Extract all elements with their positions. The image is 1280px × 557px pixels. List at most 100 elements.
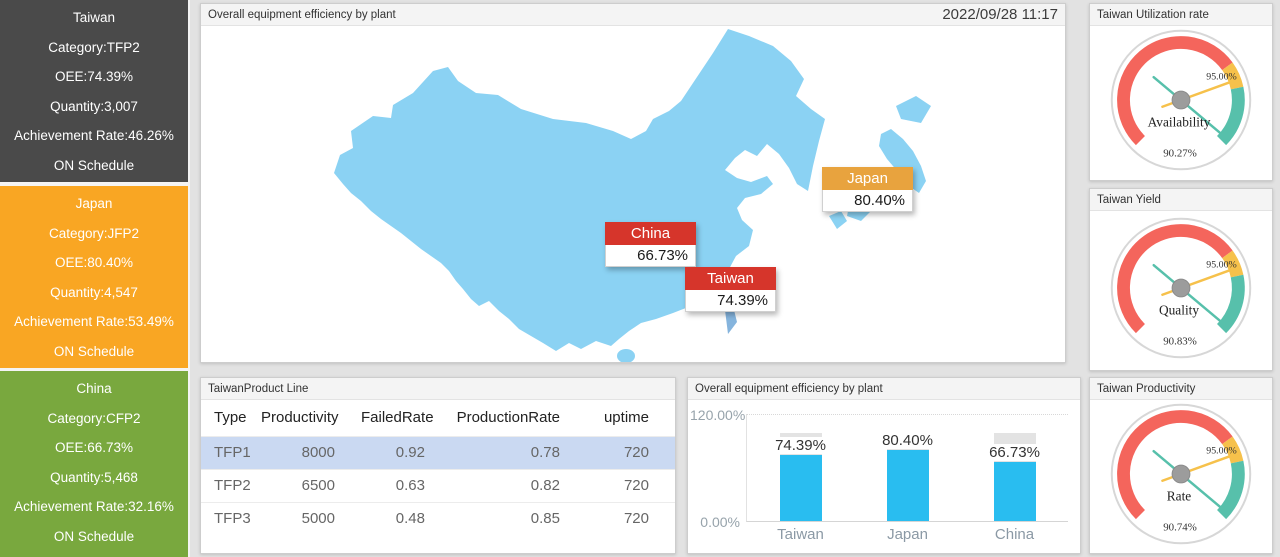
gauge-chart-rate[interactable]: 95.00% Rate 90.74% [1090, 402, 1272, 552]
marker-value: 80.40% [822, 190, 913, 212]
product-table-body: TFP1 8000 0.92 0.78 720 TFP2 6500 0.63 0.82 720 TF… [201, 436, 675, 535]
table-row-tfp2[interactable]: TFP2 6500 0.63 0.82 720 [201, 469, 675, 502]
table-cell: TFP2 [214, 477, 251, 494]
sidebar-stat: OEE:80.40% [54, 255, 134, 270]
gauge-metric-label: Availability [1148, 115, 1211, 130]
japan-honshu-shape[interactable] [879, 129, 926, 193]
sidebar-stat: Japan [75, 196, 113, 211]
sidebar-card-china[interactable]: China Category:CFP2 OEE:66.73% Quantity:5,4… [0, 371, 188, 557]
table-cell: 720 [623, 510, 649, 528]
table-row-tfp1[interactable]: TFP1 8000 0.92 0.78 720 [201, 436, 675, 469]
table-cell: 0.85 [530, 510, 560, 528]
sidebar-stat: Quantity:4,547 [50, 284, 138, 300]
x-axis-label: Taiwan [777, 526, 824, 543]
marker-country-label: Japan [822, 167, 913, 190]
column-header[interactable]: uptime [603, 409, 649, 427]
gauge-value: 90.83% [1163, 335, 1197, 347]
gauge-body: 95.00% Rate 90.74% [1090, 400, 1272, 553]
sidebar-stat: China [76, 381, 112, 396]
table-cell: 8000 [301, 444, 335, 461]
marker-value: 74.39% [685, 290, 776, 312]
column-header[interactable]: ProductionRate [456, 409, 560, 427]
map-body[interactable]: Japan 80.40% China 66.73% Taiwan 74.39% [201, 26, 1065, 362]
gauge-hub [1171, 90, 1191, 110]
product-table: Type Productivity FailedRate ProductionRate… [201, 400, 675, 535]
gauge-zone-yellow [1222, 62, 1244, 90]
x-axis-label: Japan [887, 526, 928, 543]
japan-hokkaido-shape[interactable] [896, 96, 931, 123]
sidebar-stat: Quantity:3,007 [50, 98, 138, 114]
bar-plot: 74.39% Taiwan 80.40% Japan 66.73% China [746, 414, 1068, 543]
gauge-zone-red [1117, 36, 1233, 146]
sidebar: Taiwan Category:TFP2 OEE:74.39% Quantity:3,… [0, 0, 190, 557]
gauge-body: 95.00% Availability 90.27% [1090, 26, 1272, 180]
sidebar-stat: Taiwan [72, 10, 116, 25]
panel-title: Taiwan Yield [1097, 193, 1161, 206]
table-cell: 0.82 [530, 477, 560, 494]
bar-group-taiwan: 74.39% Taiwan [747, 415, 854, 543]
marker-value: 66.73% [605, 245, 696, 267]
bar-chart: 120.00% 0.00% 74.39% Taiwan 80.40% Japan 66.… [688, 400, 1080, 553]
table-cell: 0.48 [395, 510, 425, 528]
gauge-panel-yield: Taiwan Yield 95.00% Quality 90.83% [1089, 188, 1273, 371]
sidebar-stat: ON Schedule [53, 528, 135, 544]
table-cell: 0.63 [395, 477, 425, 494]
asia-map [334, 29, 931, 362]
sidebar-stat: Achievement Rate:46.26% [14, 128, 174, 143]
table-cell: 5000 [301, 510, 335, 528]
y-axis-tick-min: 0.00% [700, 514, 740, 530]
sidebar-card-taiwan[interactable]: Taiwan Category:TFP2 OEE:74.39% Quantity:3,… [0, 0, 188, 182]
map-marker-taiwan[interactable]: Taiwan 74.39% [685, 267, 776, 312]
bar-china[interactable] [993, 462, 1036, 521]
sidebar-stat: Category:CFP2 [47, 410, 141, 426]
gauge-threshold-label: 95.00% [1206, 259, 1236, 270]
y-axis-tick-max: 120.00% [690, 407, 746, 423]
table-panel-header: TaiwanProduct Line [201, 378, 675, 400]
table-cell: TFP1 [214, 444, 251, 461]
column-header[interactable]: Type [214, 409, 247, 427]
sidebar-stat: Achievement Rate:53.49% [14, 314, 174, 329]
gauge-metric-label: Quality [1159, 302, 1199, 317]
oee-bar-panel: Overall equipment efficiency by plant 12… [687, 377, 1081, 554]
column-header[interactable]: FailedRate [361, 409, 434, 427]
sidebar-stat: ON Schedule [53, 157, 135, 173]
map-panel: Overall equipment efficiency by plant 20… [200, 3, 1066, 363]
gauge-threshold-label: 95.00% [1206, 445, 1236, 456]
gauge-zone-yellow [1222, 436, 1244, 464]
sidebar-stat: OEE:66.73% [54, 440, 134, 455]
table-cell: 0.92 [395, 444, 425, 461]
taiwan-island-shape[interactable] [725, 306, 737, 334]
gauge-hub [1171, 464, 1191, 483]
bar-japan[interactable] [886, 449, 929, 521]
sidebar-stat: OEE:74.39% [54, 69, 134, 84]
gauge-panel-header: Taiwan Utilization rate [1090, 4, 1272, 26]
panel-title: Taiwan Productivity [1097, 382, 1196, 395]
panel-title: Overall equipment efficiency by plant [208, 8, 396, 21]
sidebar-card-japan[interactable]: Japan Category:JFP2 OEE:80.40% Quantity:4,5… [0, 186, 188, 368]
gauge-value: 90.27% [1163, 147, 1197, 159]
panel-title: Taiwan Utilization rate [1097, 8, 1209, 21]
timestamp: 2022/09/28 11:17 [942, 6, 1058, 23]
japan-kyushu-shape[interactable] [829, 211, 847, 229]
gauge-metric-label: Rate [1167, 488, 1192, 503]
gauge-panel-header: Taiwan Productivity [1090, 378, 1272, 400]
table-row-tfp3[interactable]: TFP3 5000 0.48 0.85 720 [201, 502, 675, 535]
marker-country-label: Taiwan [685, 267, 776, 290]
gauge-value: 90.74% [1163, 521, 1197, 533]
gauge-chart-quality[interactable]: 95.00% Quality 90.83% [1090, 216, 1272, 366]
hainan-shape[interactable] [617, 349, 635, 362]
bar-taiwan[interactable] [779, 455, 822, 521]
bar-group-japan: 80.40% Japan [854, 415, 961, 543]
bar-value-label: 66.73% [987, 444, 1042, 462]
map-marker-japan[interactable]: Japan 80.40% [822, 167, 913, 212]
x-axis-label: China [994, 526, 1035, 543]
gauge-threshold-label: 95.00% [1206, 71, 1236, 82]
gauge-needle-actual [1152, 449, 1227, 512]
column-header[interactable]: Productivity [261, 409, 339, 427]
gauge-panel-header: Taiwan Yield [1090, 189, 1272, 211]
map-marker-china[interactable]: China 66.73% [605, 222, 696, 267]
gauge-chart-availability[interactable]: 95.00% Availability 90.27% [1090, 28, 1272, 178]
sidebar-stat: Category:TFP2 [48, 39, 140, 55]
gauge-zone-yellow [1222, 250, 1244, 278]
